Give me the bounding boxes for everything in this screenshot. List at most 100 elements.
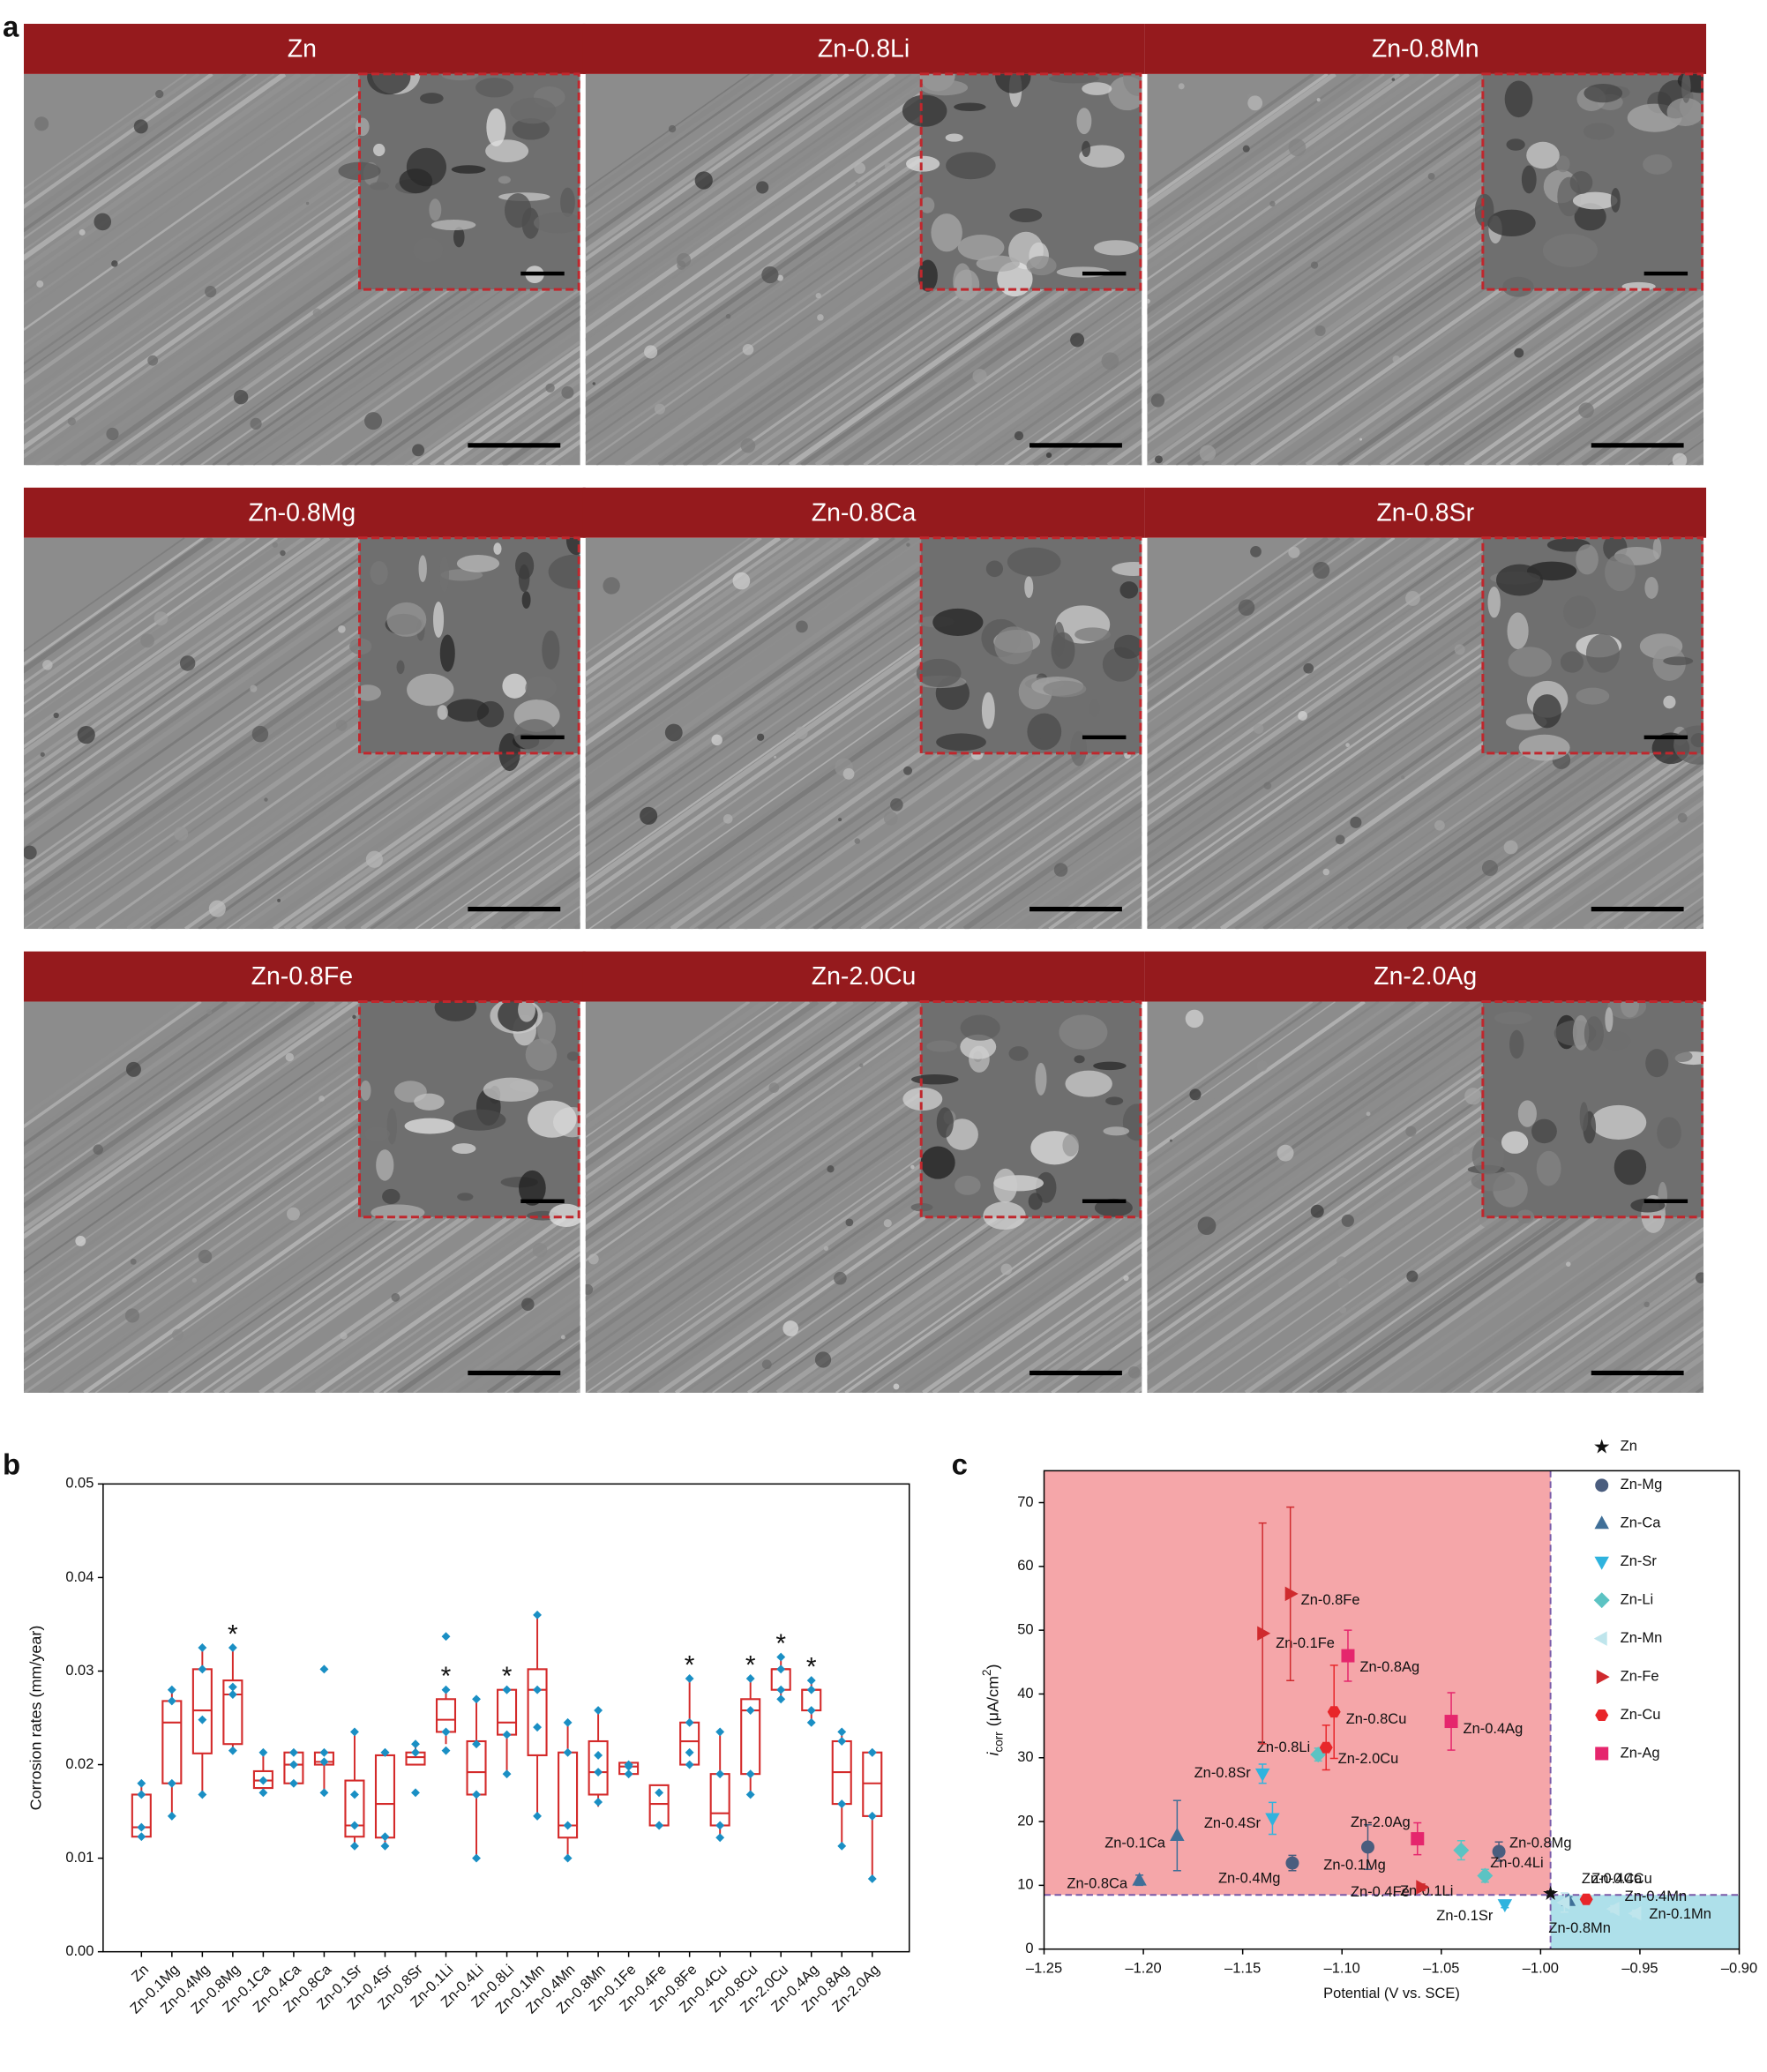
inset-texture xyxy=(1506,138,1525,151)
texture xyxy=(1695,1386,1704,1393)
inset-texture xyxy=(1028,1193,1043,1210)
texture xyxy=(732,572,751,590)
texture xyxy=(430,357,580,466)
box xyxy=(466,1739,487,1796)
texture xyxy=(654,403,665,415)
data-point xyxy=(806,1706,816,1715)
texture xyxy=(106,427,119,441)
texture xyxy=(155,89,164,99)
texture xyxy=(585,1001,811,1162)
data-point xyxy=(411,1747,420,1757)
micrograph-title: Zn-2.0Ag xyxy=(1374,962,1477,991)
data-point xyxy=(258,1747,268,1757)
texture xyxy=(1316,98,1321,102)
y-label-symbol: i xyxy=(984,1752,1001,1756)
texture xyxy=(140,633,154,648)
texture xyxy=(694,171,713,190)
inset-texture xyxy=(1509,1029,1524,1059)
texture xyxy=(412,345,580,466)
data-point xyxy=(1444,1715,1458,1729)
texture xyxy=(947,326,1142,466)
inset-texture xyxy=(510,97,557,124)
texture xyxy=(1147,73,1471,304)
texture xyxy=(23,73,258,240)
texture xyxy=(1147,537,1396,714)
box xyxy=(435,1698,457,1733)
inset-texture xyxy=(1507,612,1529,650)
micrograph-title: Zn-0.8Sr xyxy=(1376,498,1474,527)
inset-texture xyxy=(1584,1016,1604,1051)
data-point xyxy=(1556,1895,1570,1911)
x-tick-label: –1.20 xyxy=(1125,1960,1161,1976)
data-point xyxy=(837,1737,847,1746)
y-label-unit: (μA/cm xyxy=(984,1676,1001,1726)
legend-label: Zn-Mg xyxy=(1621,1477,1663,1492)
data-point xyxy=(655,1788,664,1798)
texture xyxy=(878,742,1142,930)
texture xyxy=(1509,1254,1704,1393)
texture xyxy=(585,537,782,677)
texture xyxy=(1481,306,1704,466)
texture xyxy=(585,1001,892,1219)
data-point xyxy=(380,1841,390,1851)
texture xyxy=(23,537,213,674)
texture xyxy=(191,1277,198,1283)
data-point xyxy=(867,1874,877,1883)
texture xyxy=(42,660,53,670)
texture xyxy=(1147,1001,1513,1261)
box xyxy=(191,1668,213,1754)
texture xyxy=(1322,868,1330,876)
texture xyxy=(147,355,159,366)
texture xyxy=(815,292,821,299)
texture xyxy=(23,73,408,346)
inset-texture xyxy=(486,108,506,147)
texture xyxy=(1550,1283,1704,1393)
inset-texture xyxy=(1555,155,1570,173)
texture xyxy=(640,806,658,825)
texture xyxy=(907,299,1142,466)
micrograph-title: Zn xyxy=(288,34,317,63)
texture xyxy=(962,337,1142,466)
data-point xyxy=(594,1798,603,1806)
data-point xyxy=(655,1821,664,1830)
inset-texture xyxy=(954,269,980,301)
texture xyxy=(910,1164,915,1170)
texture xyxy=(585,537,880,747)
box xyxy=(709,1773,730,1827)
inset-texture xyxy=(1572,1014,1590,1051)
inset-texture xyxy=(370,561,388,586)
texture xyxy=(585,73,867,273)
texture xyxy=(561,386,574,400)
inset-texture xyxy=(1009,208,1043,222)
texture xyxy=(67,417,76,426)
inset-texture xyxy=(1663,695,1676,709)
data-point xyxy=(441,1685,451,1694)
texture xyxy=(585,73,805,229)
data-point xyxy=(715,1769,725,1779)
texture xyxy=(761,266,779,284)
texture xyxy=(1509,789,1704,930)
texture xyxy=(23,1001,220,1141)
texture xyxy=(863,267,1142,466)
texture xyxy=(995,825,1142,930)
texture xyxy=(585,1001,767,1132)
inset-texture xyxy=(1113,634,1142,659)
inset-texture xyxy=(1521,165,1537,194)
inset-texture xyxy=(1059,1014,1108,1050)
texture xyxy=(1070,333,1085,348)
inset-texture xyxy=(418,555,427,582)
inset-texture xyxy=(1035,1062,1047,1096)
data-point xyxy=(1254,1768,1270,1782)
texture xyxy=(1123,1275,1129,1282)
point-label: Zn-0.1Fe xyxy=(1276,1635,1335,1651)
texture xyxy=(1147,537,1569,837)
texture xyxy=(285,1052,295,1062)
texture xyxy=(287,1207,300,1221)
data-point xyxy=(1492,1844,1506,1859)
data-point xyxy=(867,1811,877,1821)
box xyxy=(588,1739,609,1796)
texture xyxy=(884,162,892,169)
legend-label: Zn-Fe xyxy=(1621,1668,1659,1684)
texture xyxy=(1345,743,1350,747)
texture xyxy=(1464,1088,1482,1105)
